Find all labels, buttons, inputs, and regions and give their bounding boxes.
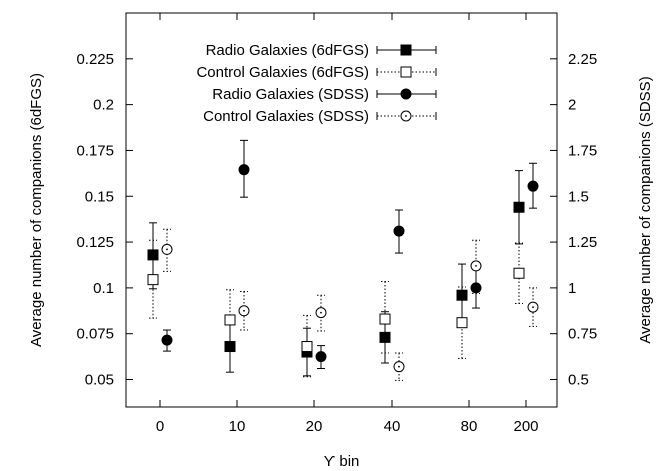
legend: Radio Galaxies (6dFGS) Control Galaxies (… [196,42,437,125]
marker-open-circle [315,307,327,319]
marker-open-square [224,314,236,326]
marker-filled-circle [400,88,412,100]
legend-label: Control Galaxies (SDSS) [203,108,369,125]
y-left-tick-labels: 0.05 0.075 0.1 0.125 0.15 0.175 0.2 0.225 [76,51,114,389]
y-left-tick-label: 0.1 [93,280,114,297]
marker-filled-circle [527,180,539,192]
marker-open-circle [393,361,405,373]
y-right-tick-label: 1 [568,280,576,297]
legend-label: Radio Galaxies (SDSS) [212,86,369,103]
x-tick-label: 0 [156,418,164,435]
y-left-tick-label: 0.225 [76,51,114,68]
marker-open-circle [400,110,412,122]
x-axis-title: ϒ bin [324,453,360,470]
marker-center-dot [243,309,245,312]
y-left-tick-label: 0.125 [76,234,114,251]
legend-label: Control Galaxies (6dFGS) [196,64,369,81]
axis-ticks [126,13,557,407]
series-4 [161,228,539,381]
series-2 [147,239,525,378]
y-left-tick-label: 0.175 [76,142,114,159]
marker-filled-circle [470,282,482,294]
marker-open-circle [470,260,482,272]
marker-center-dot [398,365,400,368]
x-tick-labels: 0 10 20 40 80 200 [156,418,539,435]
marker-open-square [379,313,391,325]
marker-open-square [513,267,525,279]
x-tick-label: 10 [229,418,246,435]
y-left-tick-label: 0.15 [85,188,114,205]
y-right-tick-label: 0.5 [568,372,589,389]
y-right-tick-label: 2.25 [568,51,597,68]
plot-frame [125,12,558,408]
marker-open-circle [527,301,539,313]
marker-open-square [456,317,468,329]
y-right-tick-label: 1.25 [568,234,597,251]
marker-open-square [147,274,159,286]
marker-center-dot [320,311,322,314]
marker-open-square [301,341,313,353]
series-1 [147,170,525,377]
marker-open-circle [161,243,173,255]
marker-filled-circle [161,334,173,346]
y-right-tick-label: 2 [568,97,576,114]
marker-center-dot [405,115,407,117]
y-right-tick-label: 1.75 [568,142,597,159]
series-3 [161,139,539,370]
y-left-axis-title: Average number of companions (6dFGS) [28,73,45,347]
marker-filled-square [379,331,391,343]
marker-filled-square [513,201,525,213]
marker-filled-circle [393,225,405,237]
y-left-tick-label: 0.05 [85,372,114,389]
y-right-tick-label: 0.75 [568,326,597,343]
x-tick-label: 20 [306,418,323,435]
y-right-tick-label: 1.5 [568,188,589,205]
marker-filled-circle [238,164,250,176]
marker-center-dot [166,248,168,251]
y-right-axis-title: Average number of companions (SDSS) [637,76,654,343]
y-left-tick-label: 0.2 [93,97,114,114]
marker-filled-square [400,44,412,56]
y-right-tick-labels: 0.5 0.75 1 1.25 1.5 1.75 2 2.25 [568,51,597,389]
y-left-tick-label: 0.075 [76,326,114,343]
marker-center-dot [475,264,477,267]
marker-center-dot [532,306,534,309]
marker-open-circle [238,305,250,317]
x-tick-label: 80 [461,418,478,435]
data-marks [147,139,539,381]
x-tick-label: 40 [384,418,401,435]
legend-label: Radio Galaxies (6dFGS) [206,42,369,59]
x-tick-label: 200 [513,418,538,435]
marker-filled-circle [315,351,327,363]
marker-open-square [400,66,412,78]
